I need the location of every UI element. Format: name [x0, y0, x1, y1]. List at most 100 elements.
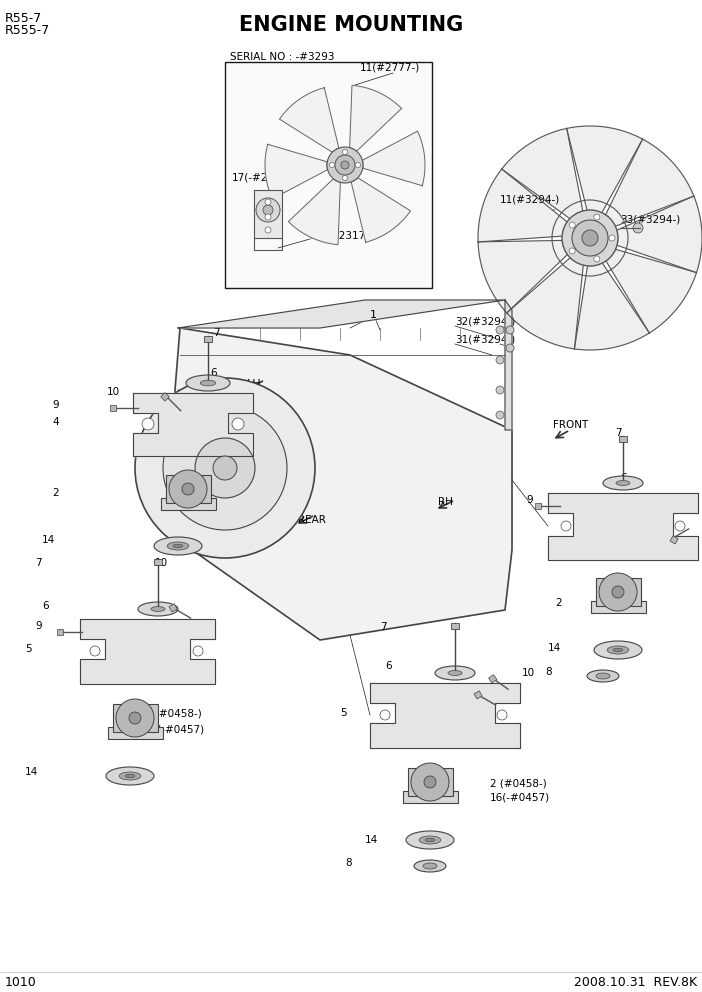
- Ellipse shape: [106, 767, 154, 785]
- Text: 8: 8: [345, 858, 352, 868]
- Circle shape: [599, 573, 637, 611]
- Circle shape: [497, 710, 507, 720]
- Ellipse shape: [154, 537, 202, 555]
- Circle shape: [561, 521, 571, 531]
- Text: 11(#3294-): 11(#3294-): [500, 195, 560, 205]
- Polygon shape: [175, 328, 512, 640]
- Circle shape: [496, 326, 504, 334]
- Bar: [619, 436, 627, 442]
- Bar: [154, 559, 162, 565]
- Bar: [489, 675, 497, 683]
- Ellipse shape: [414, 860, 446, 872]
- Bar: [670, 536, 678, 544]
- Ellipse shape: [616, 480, 630, 485]
- Circle shape: [90, 646, 100, 656]
- Text: 7: 7: [615, 428, 622, 438]
- Text: 6: 6: [210, 368, 217, 378]
- Circle shape: [612, 586, 624, 598]
- Circle shape: [129, 712, 141, 724]
- Circle shape: [496, 356, 504, 364]
- Text: REAR: REAR: [298, 515, 326, 525]
- Text: 10: 10: [522, 668, 535, 678]
- Circle shape: [380, 710, 390, 720]
- Circle shape: [327, 147, 363, 183]
- Polygon shape: [505, 300, 512, 430]
- Circle shape: [232, 418, 244, 430]
- Polygon shape: [350, 85, 402, 151]
- Circle shape: [569, 248, 575, 254]
- Circle shape: [424, 776, 436, 788]
- Circle shape: [343, 150, 347, 155]
- Bar: [161, 498, 216, 510]
- Bar: [110, 405, 116, 411]
- Text: SERIAL NO : -#3293: SERIAL NO : -#3293: [230, 52, 334, 62]
- Polygon shape: [362, 131, 425, 186]
- Ellipse shape: [419, 836, 441, 844]
- Ellipse shape: [594, 641, 642, 659]
- Text: ENGINE MOUNTING: ENGINE MOUNTING: [239, 15, 463, 35]
- Ellipse shape: [125, 774, 135, 778]
- Text: 6: 6: [620, 473, 627, 483]
- Circle shape: [343, 176, 347, 181]
- Text: 14: 14: [25, 767, 38, 777]
- Circle shape: [256, 198, 280, 222]
- Bar: [408, 768, 453, 796]
- Polygon shape: [507, 254, 584, 349]
- Circle shape: [195, 438, 255, 498]
- Text: 14: 14: [42, 535, 55, 545]
- Text: 7: 7: [380, 622, 387, 632]
- Bar: [254, 190, 282, 238]
- Bar: [161, 393, 169, 401]
- Text: 9: 9: [510, 685, 517, 695]
- Circle shape: [633, 223, 643, 233]
- Ellipse shape: [448, 671, 462, 676]
- Ellipse shape: [587, 670, 619, 682]
- Bar: [108, 727, 163, 739]
- Polygon shape: [351, 178, 411, 242]
- Text: 2: 2: [555, 598, 562, 608]
- Ellipse shape: [425, 838, 435, 842]
- Circle shape: [411, 763, 449, 801]
- Circle shape: [594, 256, 600, 262]
- Text: 10: 10: [155, 558, 168, 568]
- Text: 31(#3294-): 31(#3294-): [455, 335, 515, 345]
- Ellipse shape: [406, 831, 454, 849]
- Text: 14: 14: [365, 835, 378, 845]
- Circle shape: [265, 199, 271, 205]
- Circle shape: [594, 214, 600, 220]
- Bar: [113, 704, 158, 732]
- Polygon shape: [574, 258, 649, 350]
- Circle shape: [182, 483, 194, 495]
- Text: 2 (#0458-): 2 (#0458-): [145, 709, 201, 719]
- Circle shape: [163, 406, 287, 530]
- Circle shape: [562, 210, 618, 266]
- Text: 5: 5: [25, 644, 32, 654]
- Text: 7: 7: [35, 558, 41, 568]
- Text: 14: 14: [548, 643, 562, 653]
- Bar: [474, 690, 482, 699]
- Text: 4: 4: [52, 417, 59, 427]
- Circle shape: [213, 456, 237, 480]
- Polygon shape: [603, 139, 694, 228]
- Text: 2: 2: [52, 488, 59, 498]
- Circle shape: [506, 326, 514, 334]
- Circle shape: [263, 205, 273, 215]
- Text: 11(#2777-): 11(#2777-): [360, 63, 420, 73]
- Bar: [225, 62, 432, 288]
- Polygon shape: [611, 196, 702, 273]
- Text: 1010: 1010: [5, 975, 37, 988]
- Circle shape: [582, 230, 598, 246]
- Polygon shape: [478, 240, 571, 312]
- Bar: [596, 578, 641, 606]
- Text: 7: 7: [213, 328, 220, 338]
- Bar: [451, 623, 459, 629]
- Bar: [591, 601, 646, 613]
- Polygon shape: [80, 619, 215, 684]
- Text: 18(-#2317): 18(-#2317): [310, 231, 370, 241]
- Circle shape: [169, 470, 207, 508]
- Text: 32(#3294-): 32(#3294-): [455, 317, 515, 327]
- Circle shape: [609, 235, 615, 241]
- Circle shape: [675, 521, 685, 531]
- Text: 2 (#0458-): 2 (#0458-): [490, 778, 547, 788]
- Text: R555-7: R555-7: [5, 24, 51, 37]
